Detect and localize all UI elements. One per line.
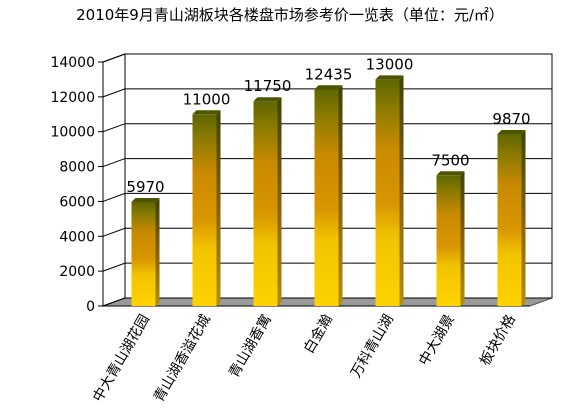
gridline	[102, 53, 552, 63]
gridline	[102, 262, 552, 272]
data-label: 11000	[183, 90, 231, 108]
bar-top	[497, 129, 526, 134]
category-label: 青山湖香溢花城	[151, 312, 214, 405]
y-tick-label: 12000	[50, 90, 95, 106]
category-label: 中大湖景	[416, 312, 458, 368]
bar-side	[399, 75, 404, 306]
bar-top	[192, 110, 221, 115]
data-label: 5970	[126, 178, 164, 196]
bar	[497, 133, 522, 306]
y-tick-label: 0	[86, 299, 95, 315]
bar-side	[216, 110, 221, 307]
bar	[436, 175, 461, 306]
bar	[131, 201, 156, 306]
bar	[375, 79, 400, 306]
gridline	[102, 192, 552, 202]
gridline	[102, 227, 552, 237]
category-label: 万科青山湖	[348, 312, 397, 381]
category-label: 板块价格	[477, 312, 519, 368]
bar	[253, 101, 278, 306]
y-tick-label: 4000	[59, 229, 95, 245]
gridline	[102, 123, 552, 133]
y-tick-label: 10000	[50, 125, 95, 141]
y-tick-label: 8000	[59, 160, 95, 176]
bar-side	[338, 85, 343, 306]
bar	[192, 114, 217, 307]
data-label: 12435	[305, 65, 353, 83]
bar-top	[131, 197, 160, 202]
y-tick-label: 6000	[59, 194, 95, 210]
bar-side	[277, 97, 282, 306]
y-tick-label: 14000	[50, 55, 95, 71]
gridline	[102, 297, 552, 307]
bar-top	[436, 171, 465, 176]
bar-top	[314, 85, 343, 90]
side-wall	[102, 53, 126, 307]
chart-title: 2010年9月青山湖板块各楼盘市场参考价一览表（单位：元/㎡）	[76, 6, 504, 24]
category-label: 青山湖香寓	[225, 312, 275, 381]
bar-side	[155, 197, 160, 306]
bar-top	[375, 75, 404, 80]
y-tick-label: 2000	[59, 264, 95, 280]
bar-side	[521, 129, 526, 306]
bar-side	[460, 171, 465, 306]
bar	[314, 89, 339, 306]
gridline	[102, 158, 552, 168]
data-label: 11750	[244, 77, 292, 95]
data-label: 13000	[366, 55, 414, 73]
data-label: 7500	[431, 151, 469, 169]
bar-top	[253, 97, 282, 102]
category-label: 中大青山湖花园	[90, 312, 153, 405]
gridline	[102, 88, 552, 98]
category-label: 白金瀚	[301, 312, 336, 356]
data-label: 9870	[492, 110, 530, 128]
